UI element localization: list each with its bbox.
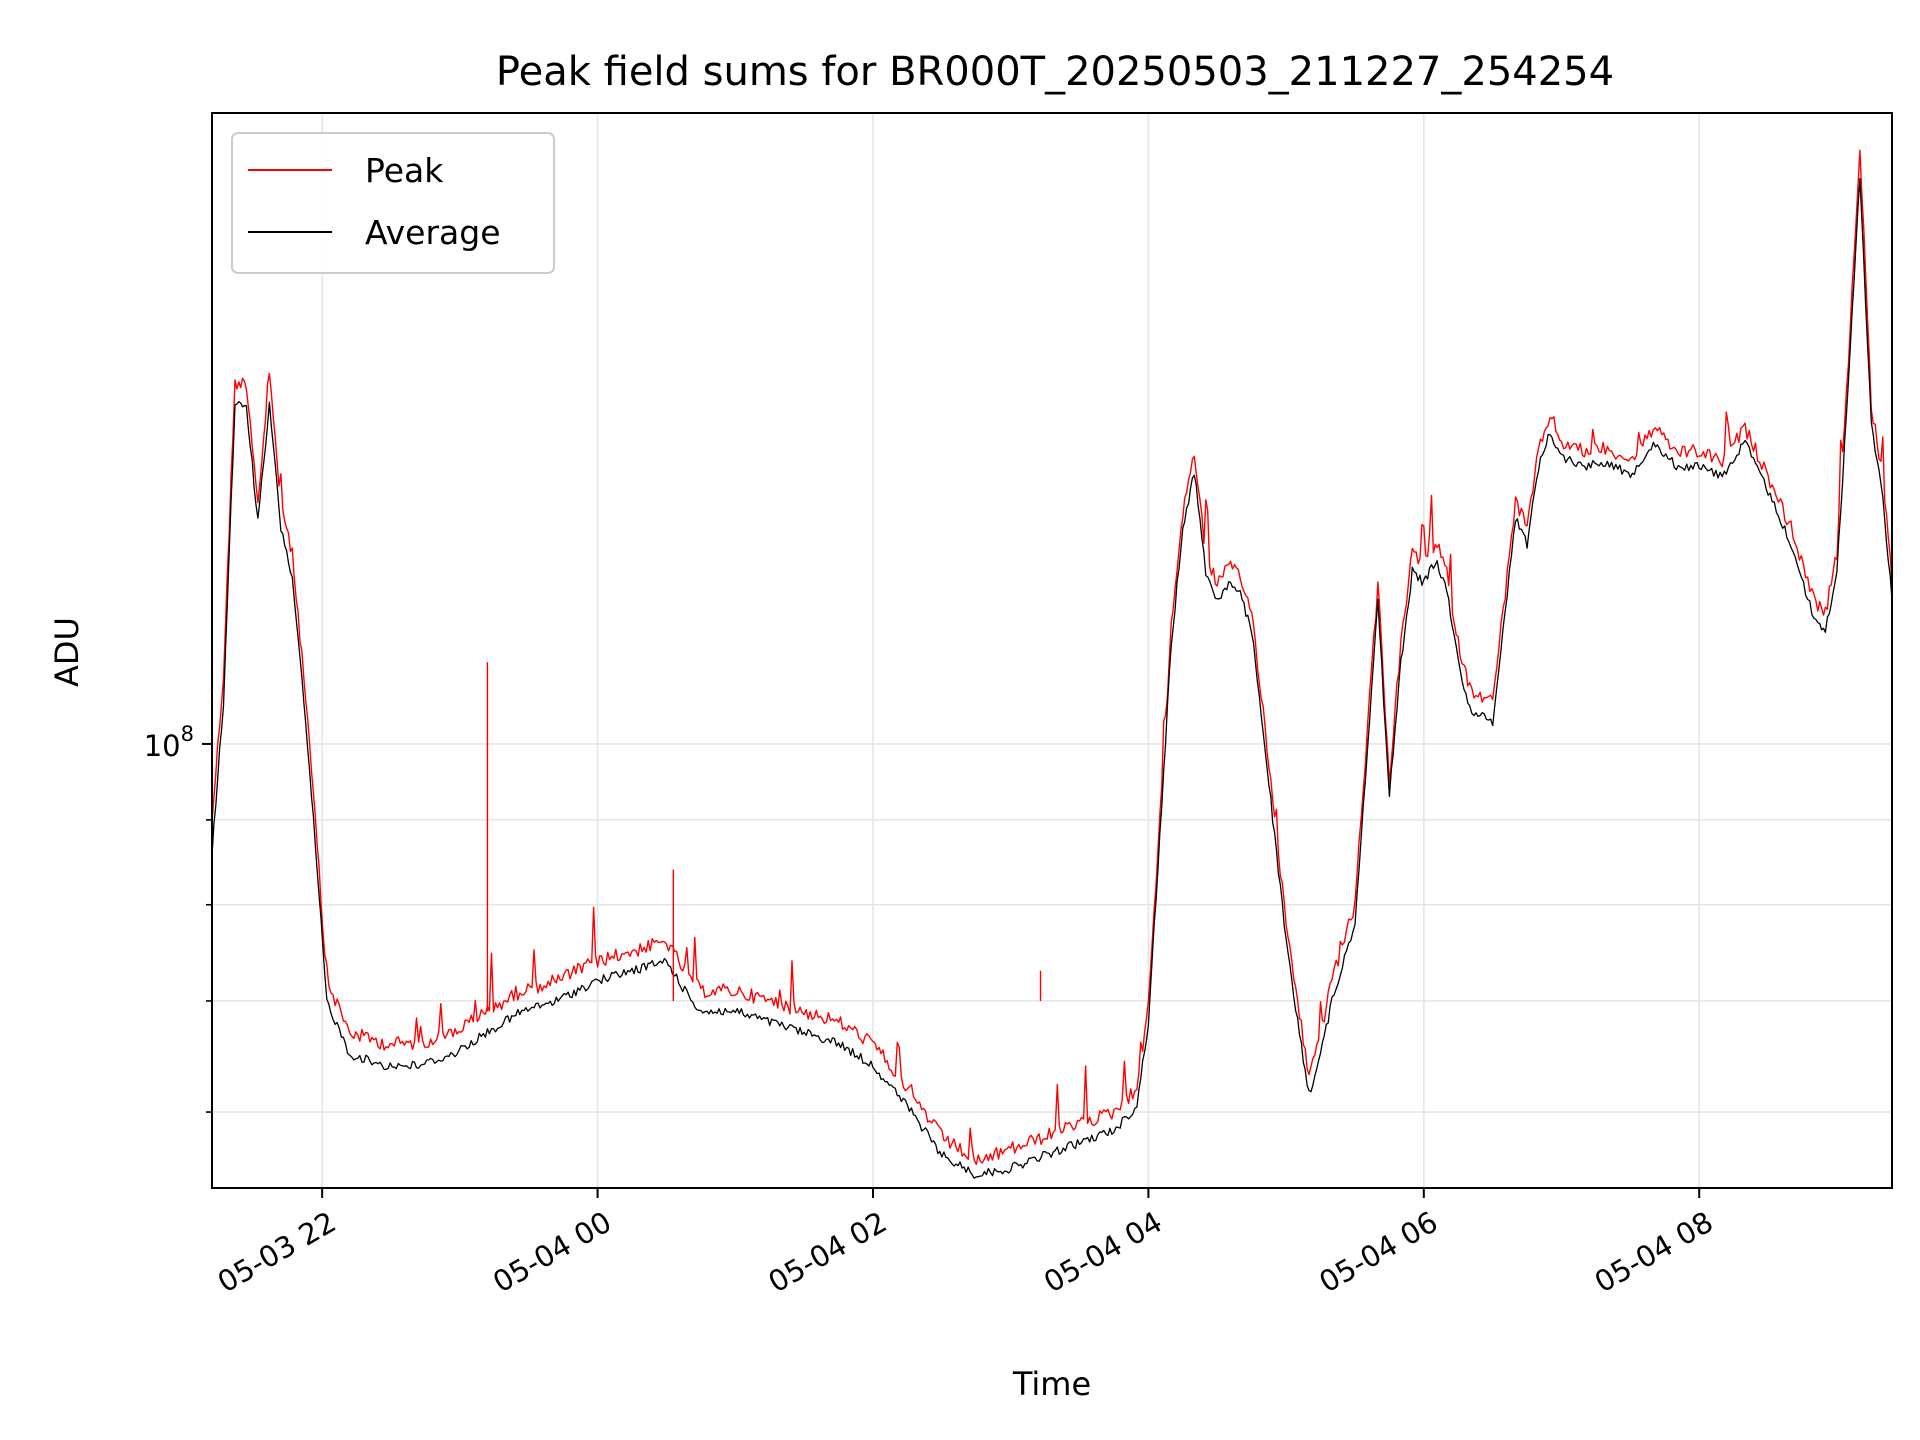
series-line-peak <box>211 149 1893 1166</box>
legend-label-average: Average <box>365 213 501 252</box>
y-axis-label: ADU <box>48 617 86 687</box>
grid-layer <box>212 113 1892 1188</box>
x-axis-label: Time <box>1012 1365 1091 1403</box>
plot-frame <box>211 112 1893 1189</box>
legend: Peak Average <box>231 132 555 274</box>
series-line-average <box>211 177 1893 1179</box>
legend-label-peak: Peak <box>365 151 444 190</box>
legend-box <box>231 132 555 274</box>
chart-title: Peak field sums for BR000T_20250503_2112… <box>496 49 1614 95</box>
series-layer <box>211 149 1893 1179</box>
